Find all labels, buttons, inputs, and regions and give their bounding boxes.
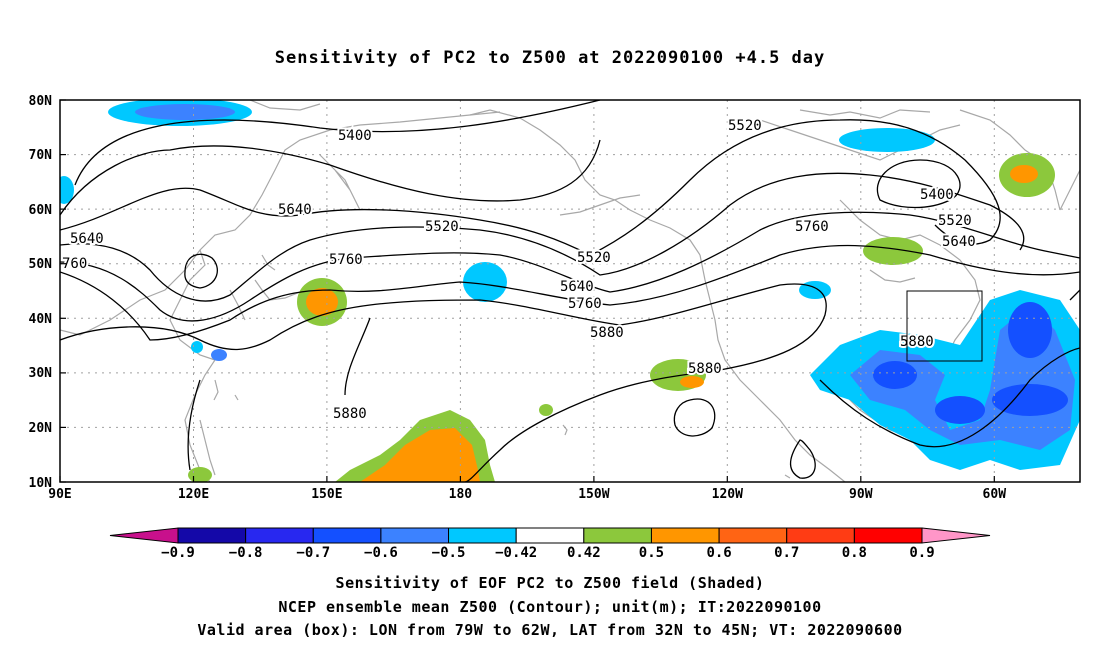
shade-positive-7	[680, 376, 704, 388]
colorbar-label: −0.8	[229, 545, 263, 561]
contour-label: 5640	[70, 231, 104, 247]
colorbar-box	[650, 527, 720, 544]
colorbar-box	[786, 527, 855, 544]
z500-contours	[60, 100, 1080, 482]
colorbar-box	[448, 527, 517, 544]
colorbar-label: −0.7	[296, 545, 330, 561]
contour-label: 5760	[568, 296, 602, 312]
colorbar-box	[245, 527, 314, 544]
colorbar-label: −0.42	[495, 545, 537, 561]
lon-label: 90W	[849, 487, 873, 502]
tick-marks	[59, 99, 995, 483]
contour-label: 5400	[920, 187, 954, 203]
lat-label: 10N	[29, 476, 53, 491]
colorbar: −0.9 −0.8 −0.7 −0.6 −0.5 −0.42 0.42 0.5 0.6 0.7 0.…	[109, 527, 991, 561]
contour-label: 5880	[900, 334, 934, 350]
caption-line-2: NCEP ensemble mean Z500 (Contour); unit(…	[278, 598, 822, 616]
colorbar-box	[515, 527, 585, 544]
contour-labels: 5400 5520 5400 5520 5640 5640 5760 5640 …	[60, 116, 978, 424]
contour-label: 5520	[938, 213, 972, 229]
contour-label: 5520	[577, 250, 611, 266]
colorbar-label: 0.9	[909, 545, 934, 561]
shade-negative-7	[191, 341, 203, 353]
colorbar-box	[853, 527, 923, 544]
colorbar-label: −0.6	[364, 545, 398, 561]
shade-negative-8	[211, 349, 227, 361]
colorbar-label: 0.8	[842, 545, 867, 561]
lon-label: 150W	[578, 487, 609, 502]
shade-positive-2	[306, 288, 338, 316]
contour-label: 5640	[942, 234, 976, 250]
lon-label: 150E	[311, 487, 342, 502]
colorbar-box	[718, 527, 788, 544]
contour-label: 5640	[278, 202, 312, 218]
contour-label: 5760	[329, 252, 363, 268]
sensitivity-shading	[60, 100, 1080, 482]
shade-negative-14	[873, 361, 917, 389]
map-title: Sensitivity of PC2 to Z500 at 2022090100…	[274, 48, 826, 68]
caption-line-3: Valid area (box): LON from 79W to 62W, L…	[197, 621, 903, 639]
contour-label: 5880	[333, 406, 367, 422]
shade-positive-3	[863, 237, 923, 265]
gridlines	[60, 100, 1080, 482]
colorbar-box	[380, 527, 450, 544]
lat-label: 60N	[29, 203, 53, 218]
contour-label: 5400	[338, 128, 372, 144]
lat-label: 70N	[29, 148, 53, 163]
colorbar-label: 0.7	[774, 545, 799, 561]
shade-negative-12	[992, 384, 1068, 416]
shade-negative-5	[799, 281, 831, 299]
map-frame	[59, 99, 1081, 483]
shade-negative-4	[463, 262, 507, 302]
lat-axis: 80N 70N 60N 50N 40N 30N 20N 10N	[29, 94, 53, 491]
lat-label: 30N	[29, 366, 53, 381]
lon-label: 180	[449, 487, 473, 502]
colorbar-label: −0.5	[432, 545, 466, 561]
contour-label: 5520	[728, 118, 762, 134]
colorbar-label: 0.5	[639, 545, 664, 561]
contour-label: 5880	[590, 325, 624, 341]
shade-negative-6	[839, 128, 935, 152]
contour-label: 5760	[795, 219, 829, 235]
colorbar-arrow-high	[921, 527, 991, 544]
shade-negative-3	[60, 176, 74, 204]
shade-positive-10	[360, 428, 480, 482]
lat-label: 80N	[29, 94, 53, 109]
lon-label: 120W	[712, 487, 743, 502]
shade-positive-8	[539, 404, 553, 416]
lat-label: 50N	[29, 257, 53, 272]
caption-line-1: Sensitivity of EOF PC2 to Z500 field (Sh…	[335, 574, 765, 592]
colorbar-label: 0.42	[567, 545, 601, 561]
lon-label: 120E	[178, 487, 209, 502]
shade-positive-11	[188, 467, 212, 482]
colorbar-box	[177, 527, 247, 544]
lon-label: 60W	[983, 487, 1007, 502]
valid-area-box	[906, 290, 983, 362]
contour-label: 5640	[560, 279, 594, 295]
lat-label: 40N	[29, 312, 53, 327]
contour-label: 5880	[688, 361, 722, 377]
lon-label: 90E	[48, 487, 71, 502]
colorbar-label: −0.9	[161, 545, 195, 561]
shade-negative-11	[1008, 302, 1052, 358]
shade-positive-5	[1010, 165, 1038, 183]
contour-label: 5520	[425, 219, 459, 235]
colorbar-arrow-low	[109, 527, 179, 544]
lat-label: 20N	[29, 421, 53, 436]
colorbar-box	[583, 527, 652, 544]
shade-negative-2	[135, 104, 235, 120]
lon-axis: 90E 120E 150E 180 150W 120W 90W 60W	[48, 487, 1006, 502]
shade-negative-13	[935, 396, 985, 424]
contour-label: 760	[62, 256, 87, 272]
colorbar-box	[312, 527, 382, 544]
colorbar-label: 0.6	[706, 545, 731, 561]
